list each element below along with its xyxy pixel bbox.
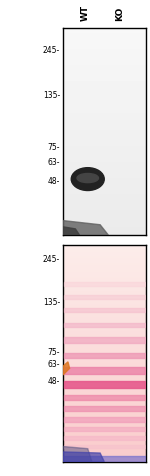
Bar	[64, 353, 145, 358]
Bar	[64, 338, 145, 343]
Ellipse shape	[71, 169, 104, 191]
Text: 135-: 135-	[43, 91, 60, 99]
Text: KO: KO	[116, 7, 124, 21]
Bar	[64, 323, 145, 327]
Bar	[64, 445, 145, 448]
Text: 48-: 48-	[48, 177, 60, 185]
Polygon shape	[63, 228, 80, 236]
Text: WT: WT	[81, 5, 90, 21]
Bar	[64, 417, 145, 422]
Bar	[64, 282, 145, 286]
Polygon shape	[63, 221, 108, 236]
Bar	[64, 308, 145, 312]
Text: 245-: 245-	[43, 255, 60, 264]
Bar	[64, 427, 145, 431]
Text: 48-: 48-	[48, 377, 60, 385]
Text: 75-: 75-	[48, 348, 60, 357]
Text: 245-: 245-	[43, 46, 60, 54]
Text: 75-: 75-	[48, 143, 60, 152]
Text: 135-: 135-	[43, 298, 60, 307]
Polygon shape	[63, 456, 146, 462]
Bar	[64, 436, 145, 440]
Bar	[64, 406, 145, 411]
Bar	[64, 381, 145, 388]
Text: 63-: 63-	[48, 360, 60, 368]
Text: 63-: 63-	[48, 158, 60, 166]
Polygon shape	[63, 362, 70, 375]
Bar	[64, 367, 145, 374]
Bar	[64, 295, 145, 299]
Bar	[64, 395, 145, 400]
Ellipse shape	[77, 174, 98, 183]
Polygon shape	[63, 452, 104, 462]
Polygon shape	[63, 446, 92, 462]
